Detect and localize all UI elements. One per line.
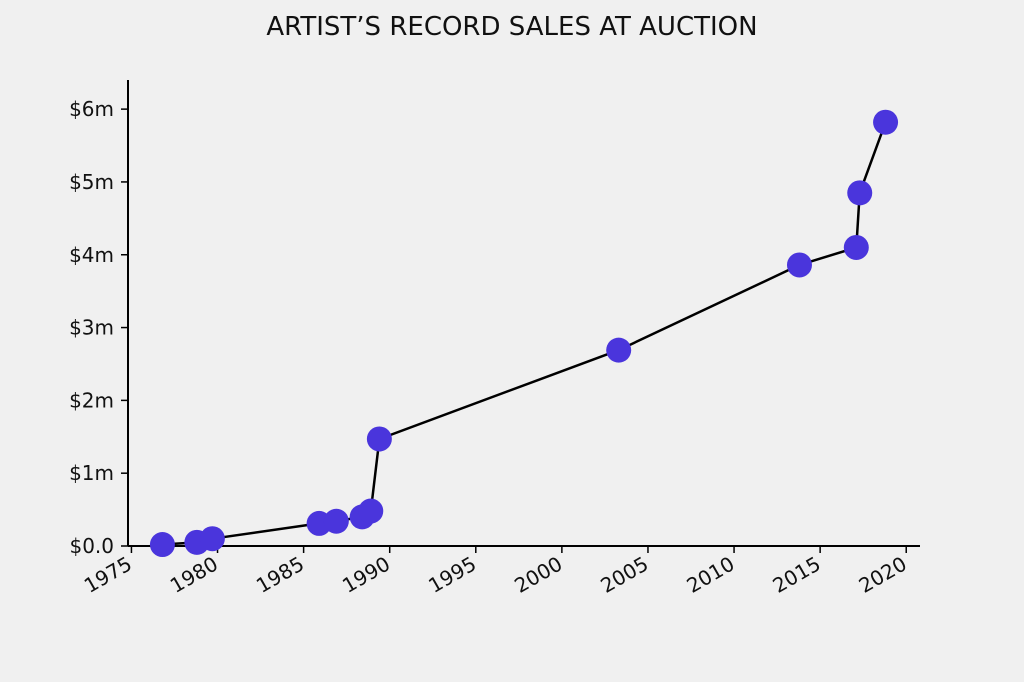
data-point xyxy=(358,498,384,524)
series xyxy=(149,109,899,558)
y-tick-label: $3m xyxy=(69,316,114,340)
y-tick-label: $2m xyxy=(69,388,114,412)
data-point xyxy=(786,252,812,278)
series-line xyxy=(162,121,887,546)
data-point xyxy=(323,508,349,534)
data-point xyxy=(843,234,869,260)
y-tick-label: $4m xyxy=(69,243,114,267)
x-tick-label: 1975 xyxy=(80,552,136,598)
x-tick-label: 2015 xyxy=(769,552,825,598)
ticks: $0.0 $1m $2m $3m $4m $5m $6m 1975 1980 1985 1990 19… xyxy=(69,97,911,598)
x-tick-label: 2010 xyxy=(682,552,738,598)
y-tick-label: $1m xyxy=(69,461,114,485)
x-tick-label: 1985 xyxy=(252,552,308,598)
x-tick-label: 2020 xyxy=(855,552,911,598)
y-tick-label: $6m xyxy=(69,97,114,121)
axes xyxy=(127,80,920,547)
x-tick-label: 1980 xyxy=(166,552,222,598)
data-point xyxy=(606,337,632,363)
data-point xyxy=(366,426,392,452)
data-point xyxy=(873,109,899,135)
x-tick-label: 1995 xyxy=(424,552,480,598)
chart-title: ARTIST’S RECORD SALES AT AUCTION xyxy=(266,12,757,42)
y-tick-label: $5m xyxy=(69,170,114,194)
data-point xyxy=(199,526,225,552)
x-tick-label: 2005 xyxy=(596,552,652,598)
x-tick-label: 1990 xyxy=(338,552,394,598)
data-point xyxy=(847,180,873,206)
y-tick-label: $0.0 xyxy=(69,534,114,558)
x-tick-label: 2000 xyxy=(510,552,566,598)
data-point xyxy=(149,532,175,558)
